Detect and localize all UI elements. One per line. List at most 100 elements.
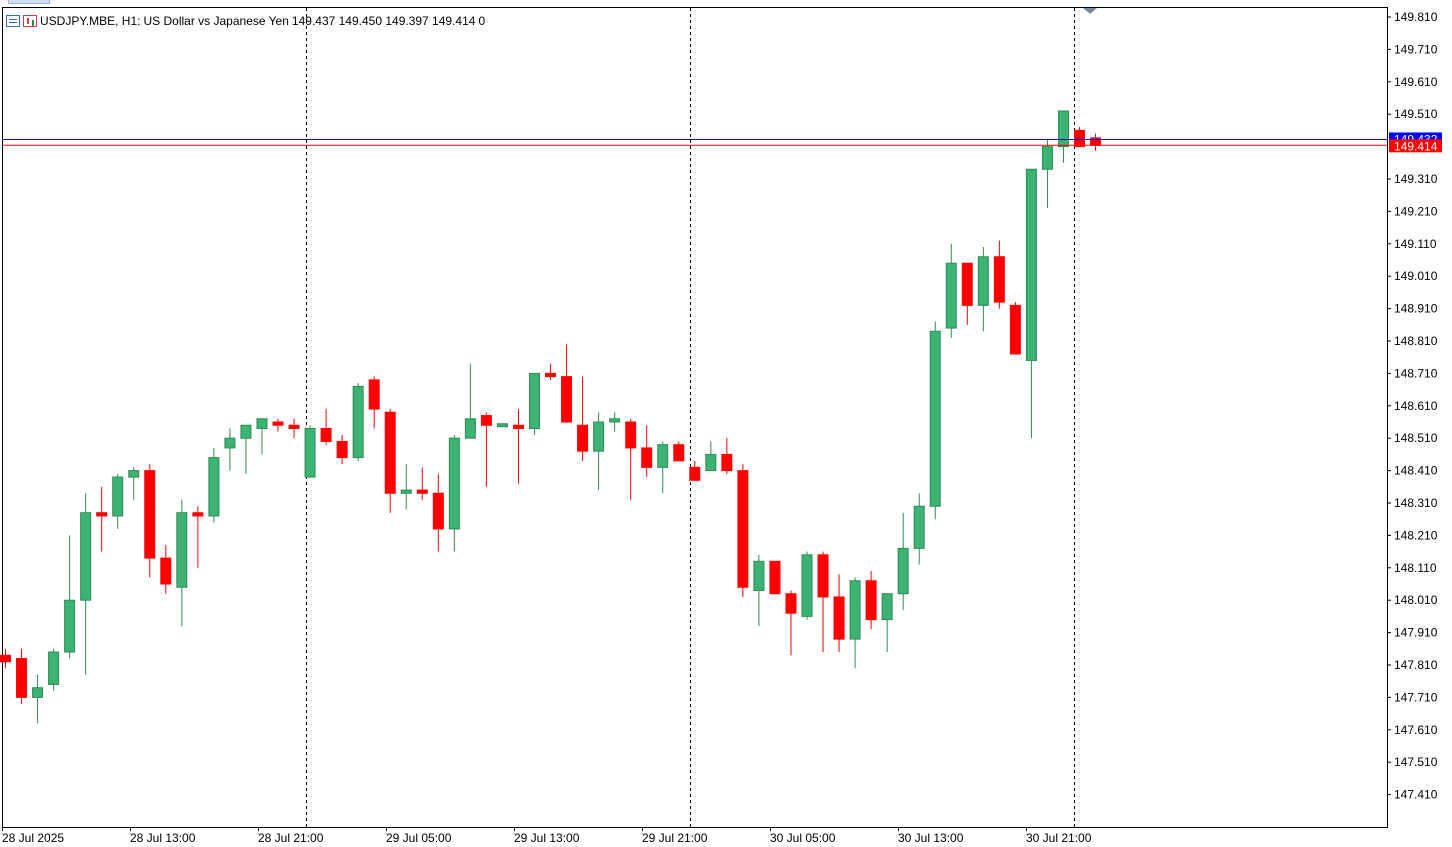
candle [464, 363, 476, 439]
y-tick-label: 148.210 [1394, 528, 1438, 542]
candle-body-bear [577, 424, 589, 452]
candle-body-bull [352, 385, 364, 459]
candle [96, 486, 108, 552]
candle [128, 467, 140, 500]
candle-body-bear [689, 466, 701, 481]
candle-body-bear [737, 470, 749, 588]
y-tick-label: 148.310 [1394, 496, 1438, 510]
chart-shift-marker[interactable] [1083, 8, 1097, 14]
candle [801, 551, 813, 620]
y-tick-label: 149.810 [1394, 10, 1438, 24]
y-tick-label: 148.110 [1394, 561, 1437, 575]
candle [176, 499, 188, 627]
x-tick-label: 29 Jul 05:00 [386, 831, 452, 845]
candle [448, 434, 460, 552]
candle [561, 344, 573, 423]
candle [144, 464, 156, 578]
candle [512, 409, 524, 484]
candle-body-bull [849, 580, 861, 640]
candle [496, 423, 508, 428]
y-tick-label: 149.510 [1394, 107, 1438, 121]
candle [577, 376, 589, 461]
candle [160, 545, 172, 594]
candle-body-bear [320, 427, 332, 442]
candle [256, 418, 268, 455]
candle-body-bull [496, 423, 508, 428]
candle-body-bull [897, 547, 909, 595]
candle [1009, 302, 1021, 355]
candle-body-bull [528, 372, 540, 429]
candle [48, 648, 60, 691]
candle-body-bear [160, 557, 172, 585]
candle-body-bear [561, 376, 573, 423]
candle-body-bear [625, 421, 637, 449]
y-tick-label: 148.010 [1394, 593, 1438, 607]
x-tick-label: 30 Jul 21:00 [1026, 831, 1092, 845]
chart-list-icon[interactable] [6, 15, 20, 27]
y-tick-label: 148.910 [1394, 302, 1438, 316]
x-tick-label: 30 Jul 05:00 [770, 831, 836, 845]
candle-body-bull [256, 418, 268, 429]
y-tick-label: 147.410 [1394, 788, 1438, 802]
candle-body-bear [0, 654, 11, 663]
candle [705, 441, 717, 472]
y-tick-label: 149.710 [1394, 42, 1438, 56]
candle [641, 425, 653, 478]
candle-body-bull [128, 470, 140, 478]
candle-body-bull [240, 424, 252, 439]
candle-body-bear [416, 489, 428, 494]
candle-body-bull [1025, 168, 1037, 361]
candle-body-bull [657, 444, 669, 468]
chart-header: USDJPY.MBE, H1: US Dollar vs Japanese Ye… [6, 13, 485, 29]
y-tick-label: 149.110 [1394, 237, 1437, 251]
candle-body-bear [288, 424, 300, 429]
candle [545, 363, 557, 380]
y-tick-label: 149.310 [1394, 172, 1438, 186]
candle [929, 321, 941, 520]
candle-body-bear [865, 580, 877, 621]
y-tick-label: 147.810 [1394, 658, 1438, 672]
candle [1057, 110, 1069, 163]
volume-value: 0 [478, 14, 486, 28]
candle-body-bear [721, 453, 733, 472]
candle-body-bull [208, 457, 220, 517]
candle-body-bear [144, 470, 156, 559]
candle [657, 441, 669, 494]
candle [881, 593, 893, 653]
y-tick-label: 149.210 [1394, 204, 1438, 218]
candle [384, 409, 396, 513]
candle [304, 425, 316, 478]
chart-tab[interactable] [8, 0, 50, 4]
candle [192, 506, 204, 568]
candle [769, 560, 781, 595]
candle [593, 412, 605, 491]
candle-body-bear [993, 256, 1005, 303]
candle-body-bull [1041, 146, 1053, 170]
candle [416, 467, 428, 500]
candle [1025, 168, 1037, 439]
candle-body-bear [817, 554, 829, 598]
y-tick-label: 148.610 [1394, 399, 1438, 413]
candle-body-bull [400, 489, 412, 494]
candle [817, 551, 829, 653]
candle [400, 464, 412, 510]
candle-body-bull [929, 330, 941, 507]
candle-body-bull [304, 427, 316, 478]
candle-body-bull [464, 418, 476, 439]
candle [993, 240, 1005, 309]
candle [1041, 140, 1053, 209]
candle-body-bear [961, 262, 973, 306]
x-tick-label: 28 Jul 13:00 [130, 831, 196, 845]
candle [64, 535, 76, 659]
candle-body-bull [977, 256, 989, 306]
candlestick-icon[interactable] [23, 15, 37, 27]
bid-price-label: 149.414 [1394, 139, 1438, 153]
candle [288, 418, 300, 439]
candle-body-bull [112, 476, 124, 517]
y-tick-label: 149.610 [1394, 75, 1438, 89]
candle-body-bear [192, 512, 204, 517]
candle [753, 554, 765, 627]
y-tick-label: 148.510 [1394, 431, 1438, 445]
